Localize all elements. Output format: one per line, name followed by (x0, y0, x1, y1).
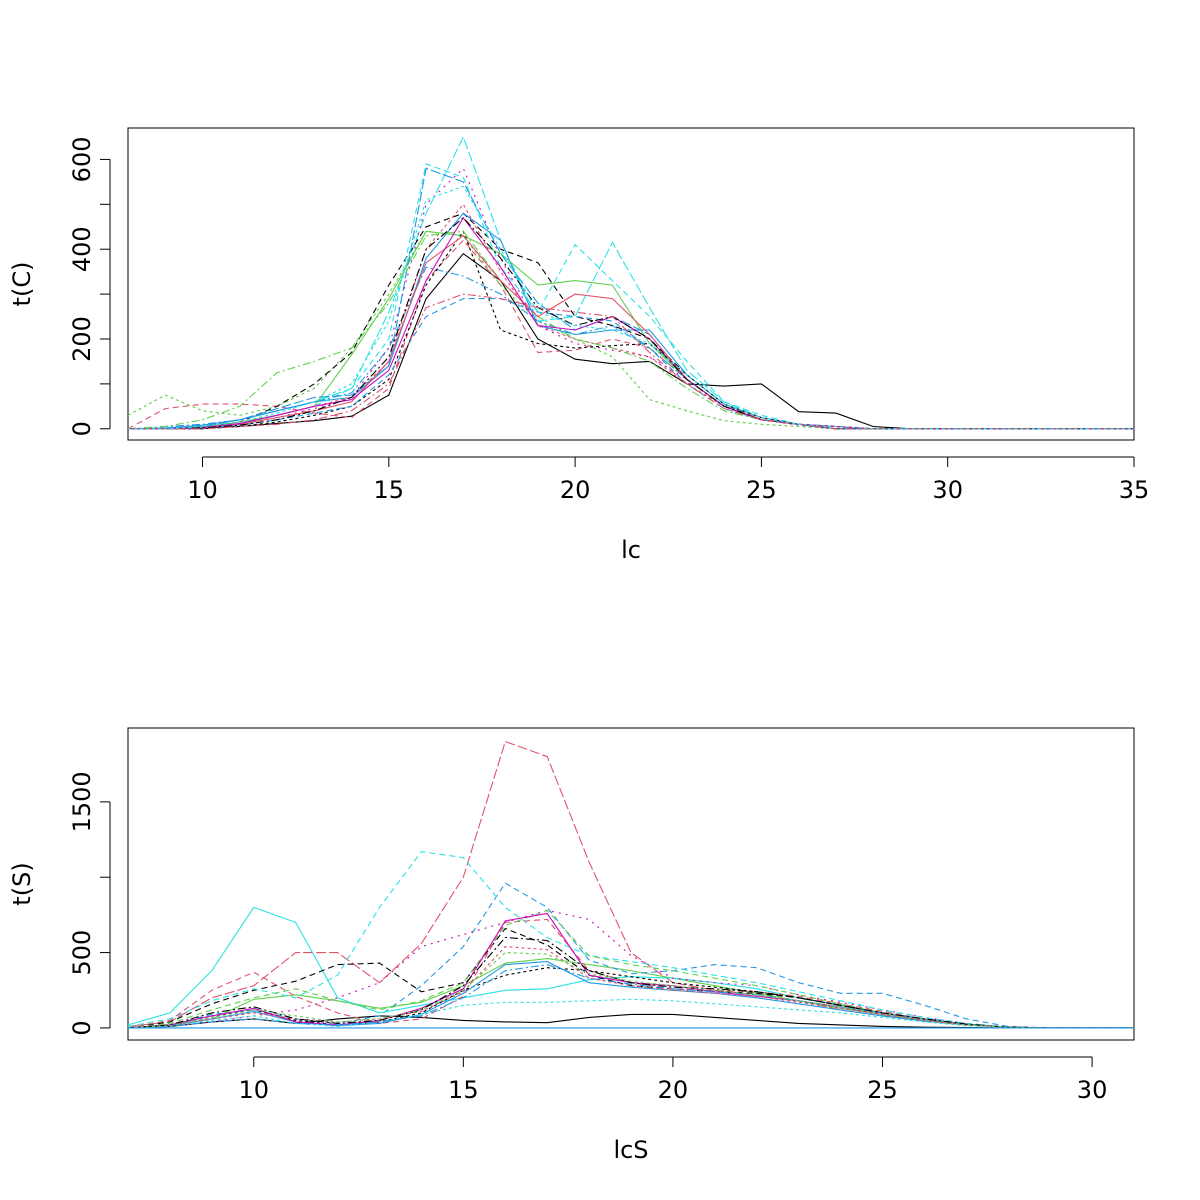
bottom-series-line-12 (127, 909, 1134, 1029)
top-series-line-20 (128, 185, 1134, 430)
top-y-tick-label-600: 600 (68, 137, 96, 183)
top-x-tick-label-10: 10 (187, 476, 218, 504)
top-x-tick-label-15: 15 (374, 476, 405, 504)
bottom-plot-frame (127, 727, 1135, 1041)
top-x-tick-label-35: 35 (1119, 476, 1150, 504)
bottom-y-tick-label-0: 0 (68, 1020, 96, 1035)
bottom-series-line-2 (127, 740, 1134, 1029)
top-y-tick-label-200: 200 (68, 316, 96, 362)
bottom-x-tick-label-15: 15 (448, 1076, 479, 1104)
bottom-series-lines (127, 740, 1134, 1029)
top-plot-frame (127, 127, 1135, 441)
top-x-tick-label-20: 20 (560, 476, 591, 504)
bottom-chart-panel: 10 15 20 25 30 0 500 1500 lcS t(S) (8, 727, 1135, 1164)
bottom-series-line-4 (127, 882, 1134, 1029)
top-x-tick-label-30: 30 (932, 476, 963, 504)
top-y-axis: 0 200 400 600 (68, 137, 111, 436)
bottom-series-line-18 (127, 952, 1134, 1029)
top-x-axis-title: lc (621, 536, 641, 564)
top-series-line-7 (128, 212, 1134, 430)
top-series-line-19 (128, 293, 1134, 430)
top-series-line-17 (128, 298, 1134, 430)
bottom-x-tick-label-25: 25 (867, 1076, 898, 1104)
top-series-line-18 (128, 217, 1134, 430)
bottom-x-axis-title: lcS (613, 1136, 648, 1164)
top-y-axis-title: t(C) (8, 262, 36, 307)
top-series-line-11 (128, 163, 1134, 430)
bottom-series-line-15 (127, 964, 1134, 1029)
top-series-line-16 (128, 216, 1134, 430)
top-x-axis: 10 15 20 25 30 35 (187, 456, 1150, 504)
top-series-line-14 (127, 230, 1134, 430)
top-series-line-6 (128, 167, 1134, 430)
bottom-y-axis-title: t(S) (8, 862, 36, 905)
bottom-series-line-17 (127, 936, 1134, 1029)
bottom-x-tick-label-30: 30 (1077, 1076, 1108, 1104)
top-x-tick-label-25: 25 (746, 476, 777, 504)
bottom-x-axis: 10 15 20 25 30 (238, 1056, 1108, 1104)
bottom-series-line-10 (127, 967, 1134, 1029)
bottom-series-line-5 (127, 906, 1134, 1029)
top-y-tick-label-0: 0 (68, 421, 96, 436)
top-series-line-1 (128, 252, 1134, 430)
top-chart-panel: 10 15 20 25 30 35 0 200 400 600 lc t(C) (8, 127, 1150, 564)
top-series-line-12 (128, 230, 1134, 430)
bottom-series-line-14 (127, 998, 1134, 1029)
bottom-series-line-8 (127, 851, 1134, 1029)
bottom-y-tick-label-1500: 1500 (68, 771, 96, 832)
top-series-line-5 (128, 135, 1134, 430)
bottom-x-tick-label-20: 20 (658, 1076, 689, 1104)
top-y-tick-label-400: 400 (68, 226, 96, 272)
bottom-series-line-9 (127, 918, 1134, 1029)
bottom-y-axis: 0 500 1500 (68, 771, 111, 1036)
bottom-x-tick-label-10: 10 (238, 1076, 269, 1104)
bottom-y-tick-label-500: 500 (68, 930, 96, 976)
top-series-lines (127, 135, 1134, 430)
bottom-series-line-11 (127, 961, 1134, 1029)
bottom-series-line-6 (127, 909, 1134, 1029)
top-series-line-8 (127, 212, 1134, 430)
